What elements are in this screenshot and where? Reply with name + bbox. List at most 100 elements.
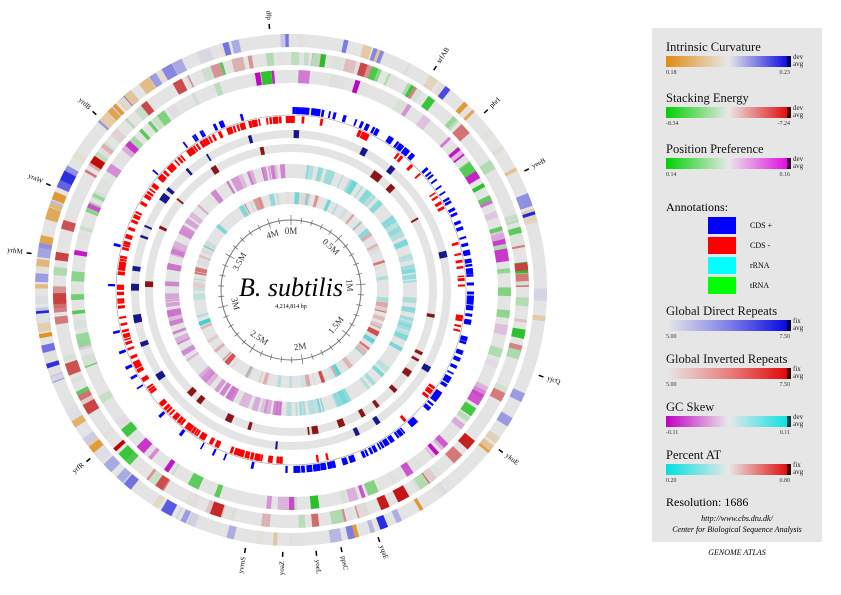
cds-plus-mark [124, 363, 133, 370]
cds-minus-mark [141, 374, 149, 381]
gene-marker [538, 374, 544, 378]
curvature-stripe [280, 34, 286, 48]
gc-skew-stripe [286, 401, 292, 416]
gc-skew-stripe [165, 281, 180, 287]
legend-title: Global Inverted Repeats [666, 352, 788, 366]
scale-min: -8.34 [666, 121, 679, 127]
cds-minus-mark [133, 360, 141, 366]
direct-repeats-stripe [352, 427, 360, 437]
cds-plus-mark [182, 141, 189, 149]
cds-plus-mark [376, 442, 382, 450]
position-stripe [439, 136, 452, 148]
position-stripe [493, 323, 509, 336]
stacking-stripe [515, 297, 529, 307]
cds-minus-mark [136, 366, 144, 373]
percent-at-stripe [197, 259, 210, 266]
cds-plus-mark [424, 171, 432, 178]
gc-skew-stripe [172, 240, 188, 252]
cds-plus-mark [395, 429, 402, 437]
cds-plus-mark [136, 384, 144, 390]
cds-minus-mark [315, 454, 320, 463]
stacking-stripe [158, 88, 172, 103]
curvature-stripe [35, 284, 49, 289]
position-stripe [156, 110, 172, 126]
percent-at-stripe [201, 325, 215, 334]
cds-plus-mark [446, 370, 454, 375]
gc-skew-stripe [170, 248, 186, 258]
gc-skew-stripe [275, 401, 279, 416]
legend-title: Intrinsic Curvature [666, 40, 761, 54]
cds-plus-mark [328, 461, 333, 469]
percent-at-stripe [289, 375, 293, 389]
percent-at-stripe [311, 373, 316, 386]
cds-minus-mark [254, 453, 258, 461]
cds-plus-mark [403, 149, 411, 157]
stacking-stripe [172, 78, 188, 95]
cds-minus-mark [132, 359, 140, 365]
annotation-label: CDS - [750, 241, 771, 250]
position-stripe [163, 458, 176, 473]
position-stripe [112, 152, 130, 170]
position-stripe [71, 309, 86, 315]
position-stripe [487, 345, 503, 358]
inverted-repeats-stripe [401, 367, 413, 378]
cds-plus-mark [421, 167, 429, 174]
cds-plus-mark [399, 427, 406, 434]
direct-repeats-stripe [247, 135, 254, 144]
scale-tick [269, 354, 273, 361]
cds-minus-mark [146, 190, 154, 197]
percent-at-stripe [372, 313, 386, 322]
cds-plus-mark [343, 457, 349, 465]
cds-plus-mark [466, 295, 474, 298]
cds-plus-mark [409, 418, 417, 426]
cds-plus-mark [388, 434, 395, 443]
curvature-stripe [479, 437, 495, 452]
stacking-stripe [413, 473, 430, 490]
cds-plus-mark [387, 436, 394, 444]
cds-plus-mark [465, 306, 474, 311]
cds-minus-mark [276, 456, 280, 464]
stacking-stripe [505, 219, 520, 226]
cds-minus-mark [179, 154, 186, 162]
url-link[interactable]: http://www.cbs.dtu.dk/ [701, 514, 773, 523]
direct-repeats-stripe [438, 250, 448, 259]
position-stripe [213, 82, 224, 97]
scale-min: 0.18 [666, 70, 677, 76]
flag-label: avg [793, 419, 804, 428]
stacking-stripe [355, 502, 370, 518]
cds-minus-mark [454, 323, 462, 328]
cds-plus-mark [199, 442, 205, 450]
gc-skew-stripe [319, 397, 325, 412]
cds-minus-mark [319, 118, 324, 126]
position-stripe [114, 413, 131, 429]
stacking-stripe [489, 387, 506, 402]
scale-tick [311, 353, 314, 360]
scale-tick [328, 344, 333, 351]
inverted-repeats-stripe [145, 282, 154, 287]
cds-minus-mark [168, 409, 176, 416]
scale-tick [300, 217, 303, 224]
gc-skew-stripe [300, 401, 305, 416]
gc-skew-stripe [200, 368, 214, 382]
stacking-stripe [407, 86, 418, 100]
gc-skew-stripe [399, 315, 414, 322]
cds-minus-mark [118, 262, 127, 267]
gc-skew-stripe [166, 262, 182, 272]
gc-skew-stripe [178, 227, 194, 240]
cds-plus-mark [363, 123, 370, 131]
cds-minus-mark [177, 416, 184, 424]
flag-label: dev [793, 413, 804, 421]
percent-at-stripe [352, 221, 362, 231]
cds-minus-mark [185, 422, 192, 430]
direct-repeats-stripe [155, 370, 166, 381]
stacking-stripe [511, 327, 526, 339]
gc-skew-stripe [364, 195, 376, 208]
scale-tick [219, 274, 226, 277]
cds-minus-mark [244, 450, 249, 459]
cds-minus-mark [148, 385, 156, 392]
scale-label: 0M [285, 226, 298, 236]
gc-skew-stripe [185, 351, 199, 362]
gene-marker [340, 547, 343, 553]
scale-tick [355, 283, 366, 286]
cds-plus-mark [442, 376, 451, 384]
